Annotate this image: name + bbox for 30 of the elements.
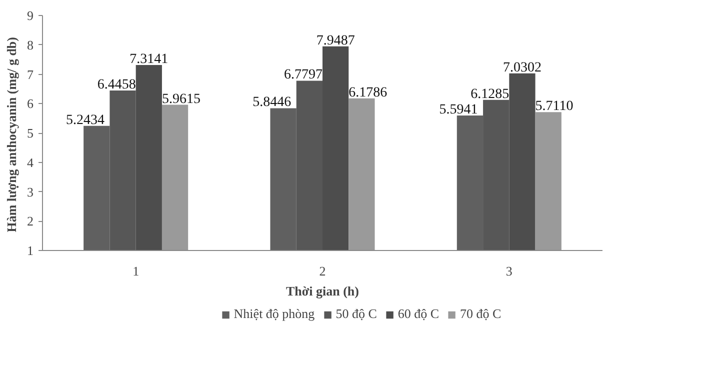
y-tick-label: 8: [27, 37, 34, 52]
data-label: 7.9487: [316, 33, 355, 48]
data-label: 5.5941: [439, 102, 478, 118]
x-tick-label: 3: [506, 264, 512, 278]
data-label: 7.3141: [130, 52, 168, 68]
y-tick-label: 1: [27, 243, 34, 258]
y-axis-title: Hàm lượng anthocyanin (mg/ g db): [4, 37, 19, 232]
y-tick-label: 7: [27, 66, 34, 82]
data-label: 5.7110: [535, 99, 574, 114]
data-label: 5.9615: [162, 92, 200, 107]
legend-label: 50 độ C: [336, 306, 377, 322]
data-label: 5.2434: [66, 112, 104, 128]
x-tick-label: 2: [319, 264, 326, 278]
x-axis-title: Thời gian (h): [286, 284, 359, 298]
legend-label: Nhiệt độ phòng: [234, 306, 315, 322]
legend-label: 70 độ C: [460, 306, 502, 322]
y-tick-label: 4: [27, 154, 34, 170]
data-label: 5.8446: [252, 95, 292, 110]
y-tick-label: 2: [27, 214, 34, 229]
y-tick-label: 3: [27, 184, 34, 200]
data-label: 6.4458: [97, 78, 136, 93]
y-tick-label: 9: [27, 8, 34, 23]
data-label: 6.1786: [348, 85, 388, 100]
legend-label: 60 độ C: [398, 306, 440, 322]
x-tick-label: 1: [132, 264, 140, 278]
data-label: 6.7797: [284, 68, 322, 83]
data-label: 7.0302: [502, 60, 542, 76]
data-label: 6.1285: [470, 86, 510, 102]
y-tick-label: 5: [27, 126, 34, 140]
y-tick-label: 6: [27, 96, 34, 112]
